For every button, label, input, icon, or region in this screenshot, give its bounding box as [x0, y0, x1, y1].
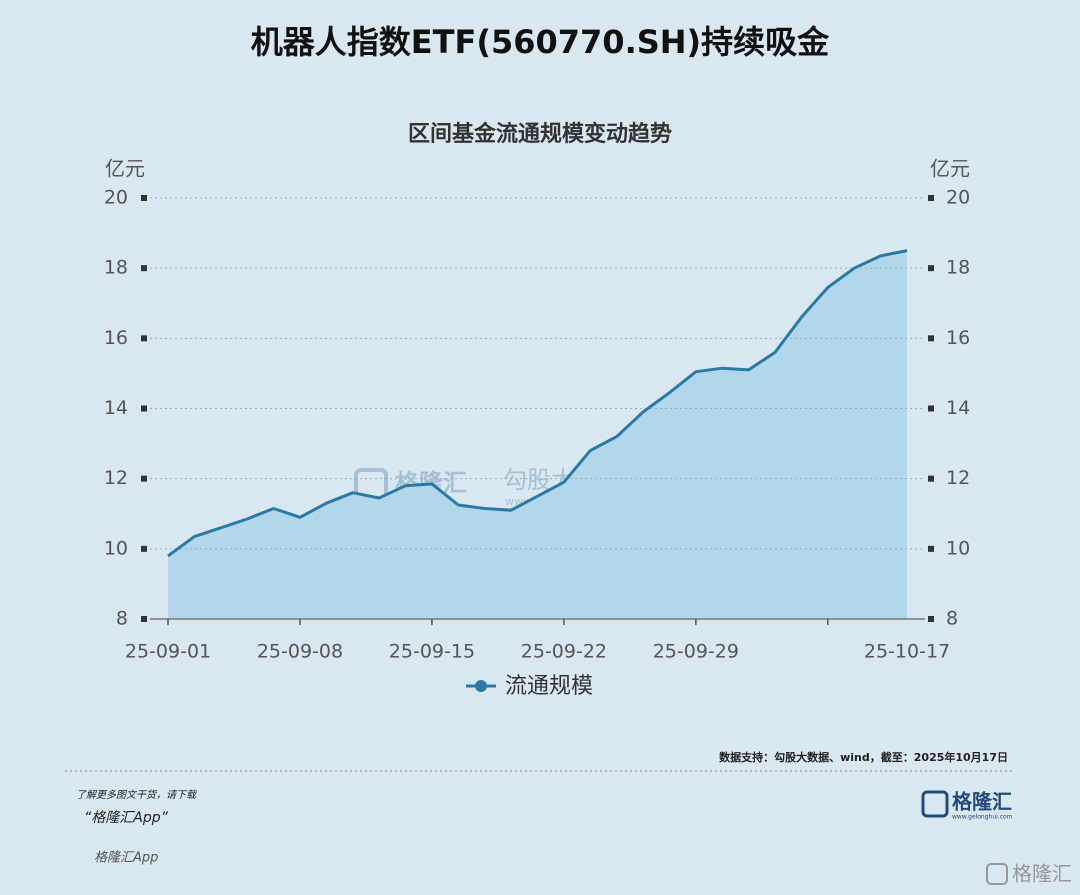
logo-text: 格隆汇 [952, 790, 1012, 814]
y2-tick-mark [928, 265, 934, 272]
y-tick-mark [141, 616, 147, 622]
area [168, 250, 907, 619]
y-tick-mark [141, 405, 147, 412]
y2-axis-label: 亿元 [930, 157, 970, 181]
y-tick-label: 8 [116, 608, 128, 630]
logo-icon [921, 790, 949, 818]
footer-app: “格隆汇App” [84, 810, 169, 826]
y-tick-label: 18 [104, 257, 128, 279]
y2-tick-label: 20 [946, 187, 970, 209]
chart-title: 机器人指数ETF(560770.SH)持续吸金 [251, 23, 830, 61]
y-axis-label: 亿元 [105, 157, 145, 181]
y2-tick-label: 12 [946, 467, 970, 489]
logo-url: www.gelonghui.com [952, 814, 1013, 821]
footer-prompt: 了解更多图文干货，请下载 [76, 789, 198, 801]
y2-tick-label: 10 [946, 537, 970, 559]
source: 数据支持：勾股大数据、wind，截至：2025年10月17日 [719, 750, 1008, 764]
y2-tick-mark [928, 195, 934, 201]
y2-tick-mark [928, 545, 934, 552]
legend-marker [475, 680, 487, 692]
y-tick-label: 12 [104, 467, 128, 489]
y2-tick-mark [928, 616, 934, 622]
y-tick-mark [141, 475, 147, 482]
y-tick-mark [141, 335, 147, 342]
y-tick-label: 14 [104, 397, 128, 419]
y2-tick-label: 8 [946, 608, 958, 630]
corner-text: 格隆汇 [1012, 862, 1072, 886]
x-tick-label: 25-09-15 [389, 641, 475, 663]
y2-tick-label: 14 [946, 397, 970, 419]
y-tick-label: 10 [104, 537, 128, 559]
y-tick-mark [141, 265, 147, 272]
footer-app-ghost: 格隆汇App [94, 851, 158, 866]
y-tick-mark [141, 545, 147, 552]
legend-label: 流通规模 [505, 674, 593, 699]
x-tick-label: 25-09-29 [653, 641, 739, 663]
y2-tick-mark [928, 475, 934, 482]
y-tick-label: 16 [104, 327, 128, 349]
x-tick-label: 25-10-17 [864, 641, 950, 663]
line [167, 249, 908, 558]
x-tick-label: 25-09-22 [521, 641, 607, 663]
x-tick-label: 25-09-01 [125, 641, 211, 663]
y2-tick-mark [928, 405, 934, 412]
y2-tick-mark [928, 335, 934, 342]
x-tick-label: 25-09-08 [257, 641, 343, 663]
y2-tick-label: 16 [946, 327, 970, 349]
chart-subtitle: 区间基金流通规模变动趋势 [408, 121, 672, 147]
y-tick-label: 20 [104, 187, 128, 209]
y-tick-mark [141, 195, 147, 201]
corner-icon [986, 863, 1008, 885]
y2-tick-label: 18 [946, 257, 970, 279]
